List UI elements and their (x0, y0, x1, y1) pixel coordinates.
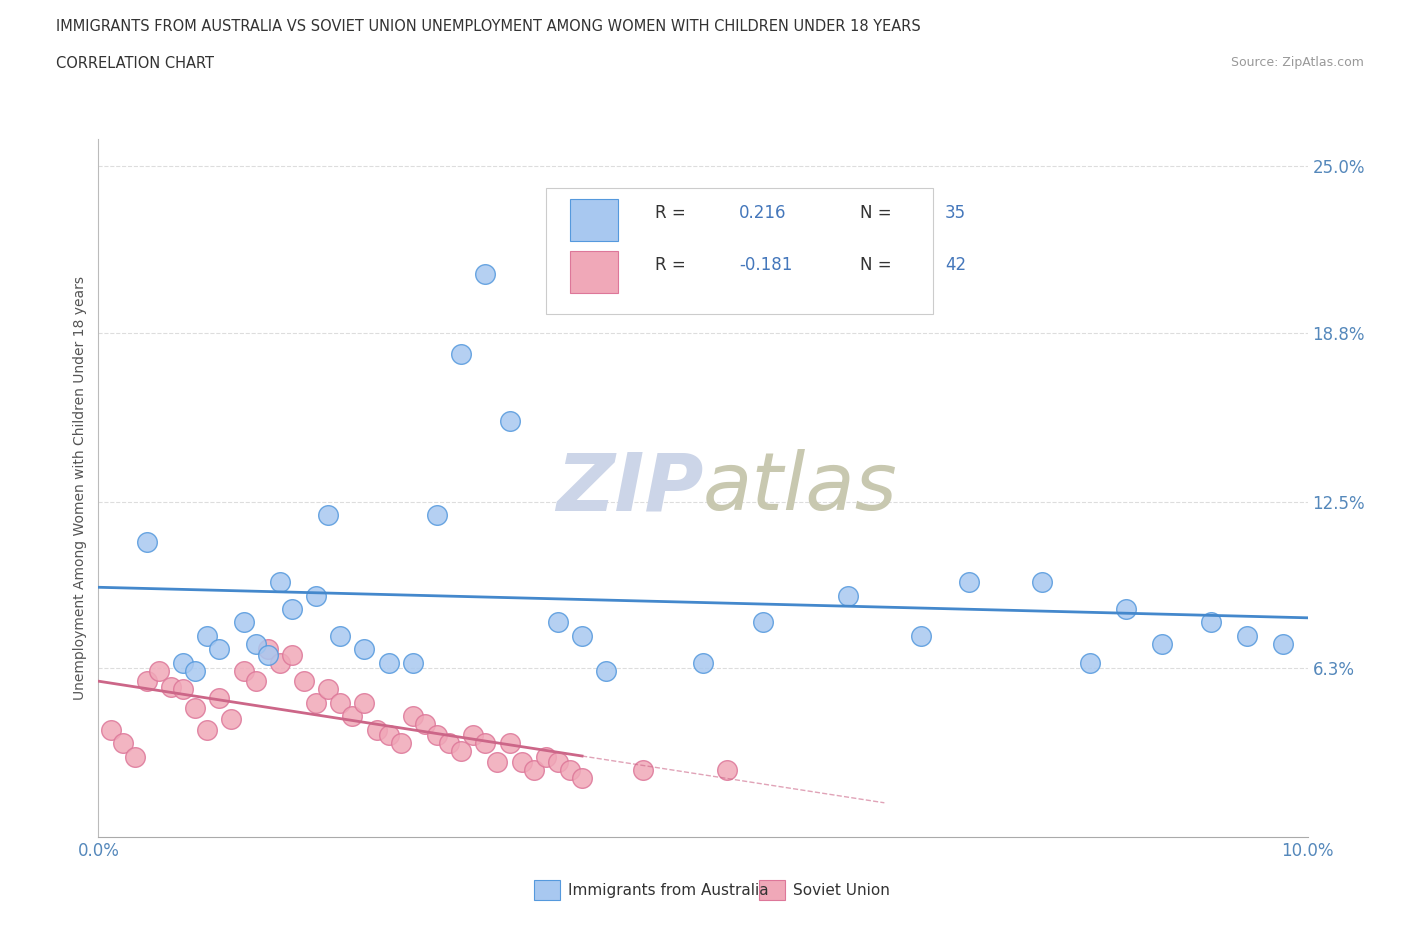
Point (498, 736, 520, 751)
Point (1078, 655, 1101, 670)
Point (208, 642, 231, 657)
Point (135, 674, 157, 689)
Point (329, 696, 352, 711)
Point (342, 709, 364, 724)
Point (413, 717, 436, 732)
Point (172, 682, 194, 697)
Text: -0.181: -0.181 (740, 256, 793, 274)
Text: N =: N = (860, 204, 897, 221)
Text: CORRELATION CHART: CORRELATION CHART (56, 56, 214, 71)
Point (316, 682, 339, 697)
Point (957, 575, 980, 590)
Text: Soviet Union: Soviet Union (793, 883, 890, 897)
Point (426, 508, 449, 523)
Point (245, 674, 267, 689)
Point (195, 723, 218, 737)
Point (486, 754, 509, 769)
Point (160, 679, 183, 694)
Point (692, 655, 714, 670)
Point (256, 647, 278, 662)
Point (426, 727, 449, 742)
Point (1152, 636, 1174, 651)
Point (1031, 575, 1053, 590)
Point (571, 771, 593, 786)
Text: R =: R = (655, 256, 690, 274)
Point (281, 602, 304, 617)
Point (547, 615, 569, 630)
Point (437, 736, 460, 751)
Point (534, 749, 557, 764)
Point (389, 736, 412, 751)
Point (269, 575, 291, 590)
Point (135, 535, 157, 550)
Point (595, 663, 617, 678)
Point (221, 711, 243, 726)
Point (498, 414, 520, 429)
Point (316, 508, 339, 523)
Text: 42: 42 (945, 256, 966, 274)
Point (402, 655, 425, 670)
Point (571, 629, 593, 644)
Point (450, 744, 472, 759)
Point (353, 642, 375, 657)
Point (208, 690, 231, 705)
Point (148, 663, 170, 678)
Point (547, 754, 569, 769)
Point (232, 615, 254, 630)
Point (305, 588, 328, 603)
Point (1236, 629, 1258, 644)
Point (281, 647, 304, 662)
Bar (569, 251, 619, 293)
Bar (546, 189, 932, 314)
Point (111, 736, 134, 751)
Point (716, 763, 738, 777)
Point (184, 701, 207, 716)
Point (232, 663, 254, 678)
Text: R =: R = (655, 204, 690, 221)
Bar (569, 199, 619, 241)
Text: Immigrants from Australia: Immigrants from Australia (568, 883, 769, 897)
Point (377, 655, 399, 670)
Text: ZIP: ZIP (555, 449, 703, 527)
Point (523, 763, 546, 777)
Point (1115, 602, 1137, 617)
Point (329, 629, 352, 644)
Point (195, 629, 218, 644)
Text: 35: 35 (945, 204, 966, 221)
Point (558, 763, 581, 777)
Point (256, 642, 278, 657)
Point (100, 723, 122, 737)
Text: N =: N = (860, 256, 897, 274)
Point (837, 588, 859, 603)
Point (510, 754, 533, 769)
Point (184, 663, 207, 678)
Point (172, 655, 194, 670)
Text: 0.216: 0.216 (740, 204, 787, 221)
Point (752, 615, 775, 630)
Text: IMMIGRANTS FROM AUSTRALIA VS SOVIET UNION UNEMPLOYMENT AMONG WOMEN WITH CHILDREN: IMMIGRANTS FROM AUSTRALIA VS SOVIET UNIO… (56, 19, 921, 33)
Point (474, 266, 496, 281)
Point (377, 727, 399, 742)
Point (402, 709, 425, 724)
Point (1199, 615, 1222, 630)
Point (1272, 636, 1295, 651)
Text: atlas: atlas (703, 449, 898, 527)
Point (124, 749, 146, 764)
Point (910, 629, 932, 644)
Point (631, 763, 654, 777)
Point (245, 636, 267, 651)
Point (353, 696, 375, 711)
Point (366, 723, 388, 737)
Point (474, 736, 496, 751)
Point (305, 696, 328, 711)
Point (463, 727, 485, 742)
Point (450, 347, 472, 362)
Point (292, 674, 315, 689)
Point (269, 655, 291, 670)
Y-axis label: Unemployment Among Women with Children Under 18 years: Unemployment Among Women with Children U… (73, 276, 87, 700)
Text: Source: ZipAtlas.com: Source: ZipAtlas.com (1230, 56, 1364, 69)
